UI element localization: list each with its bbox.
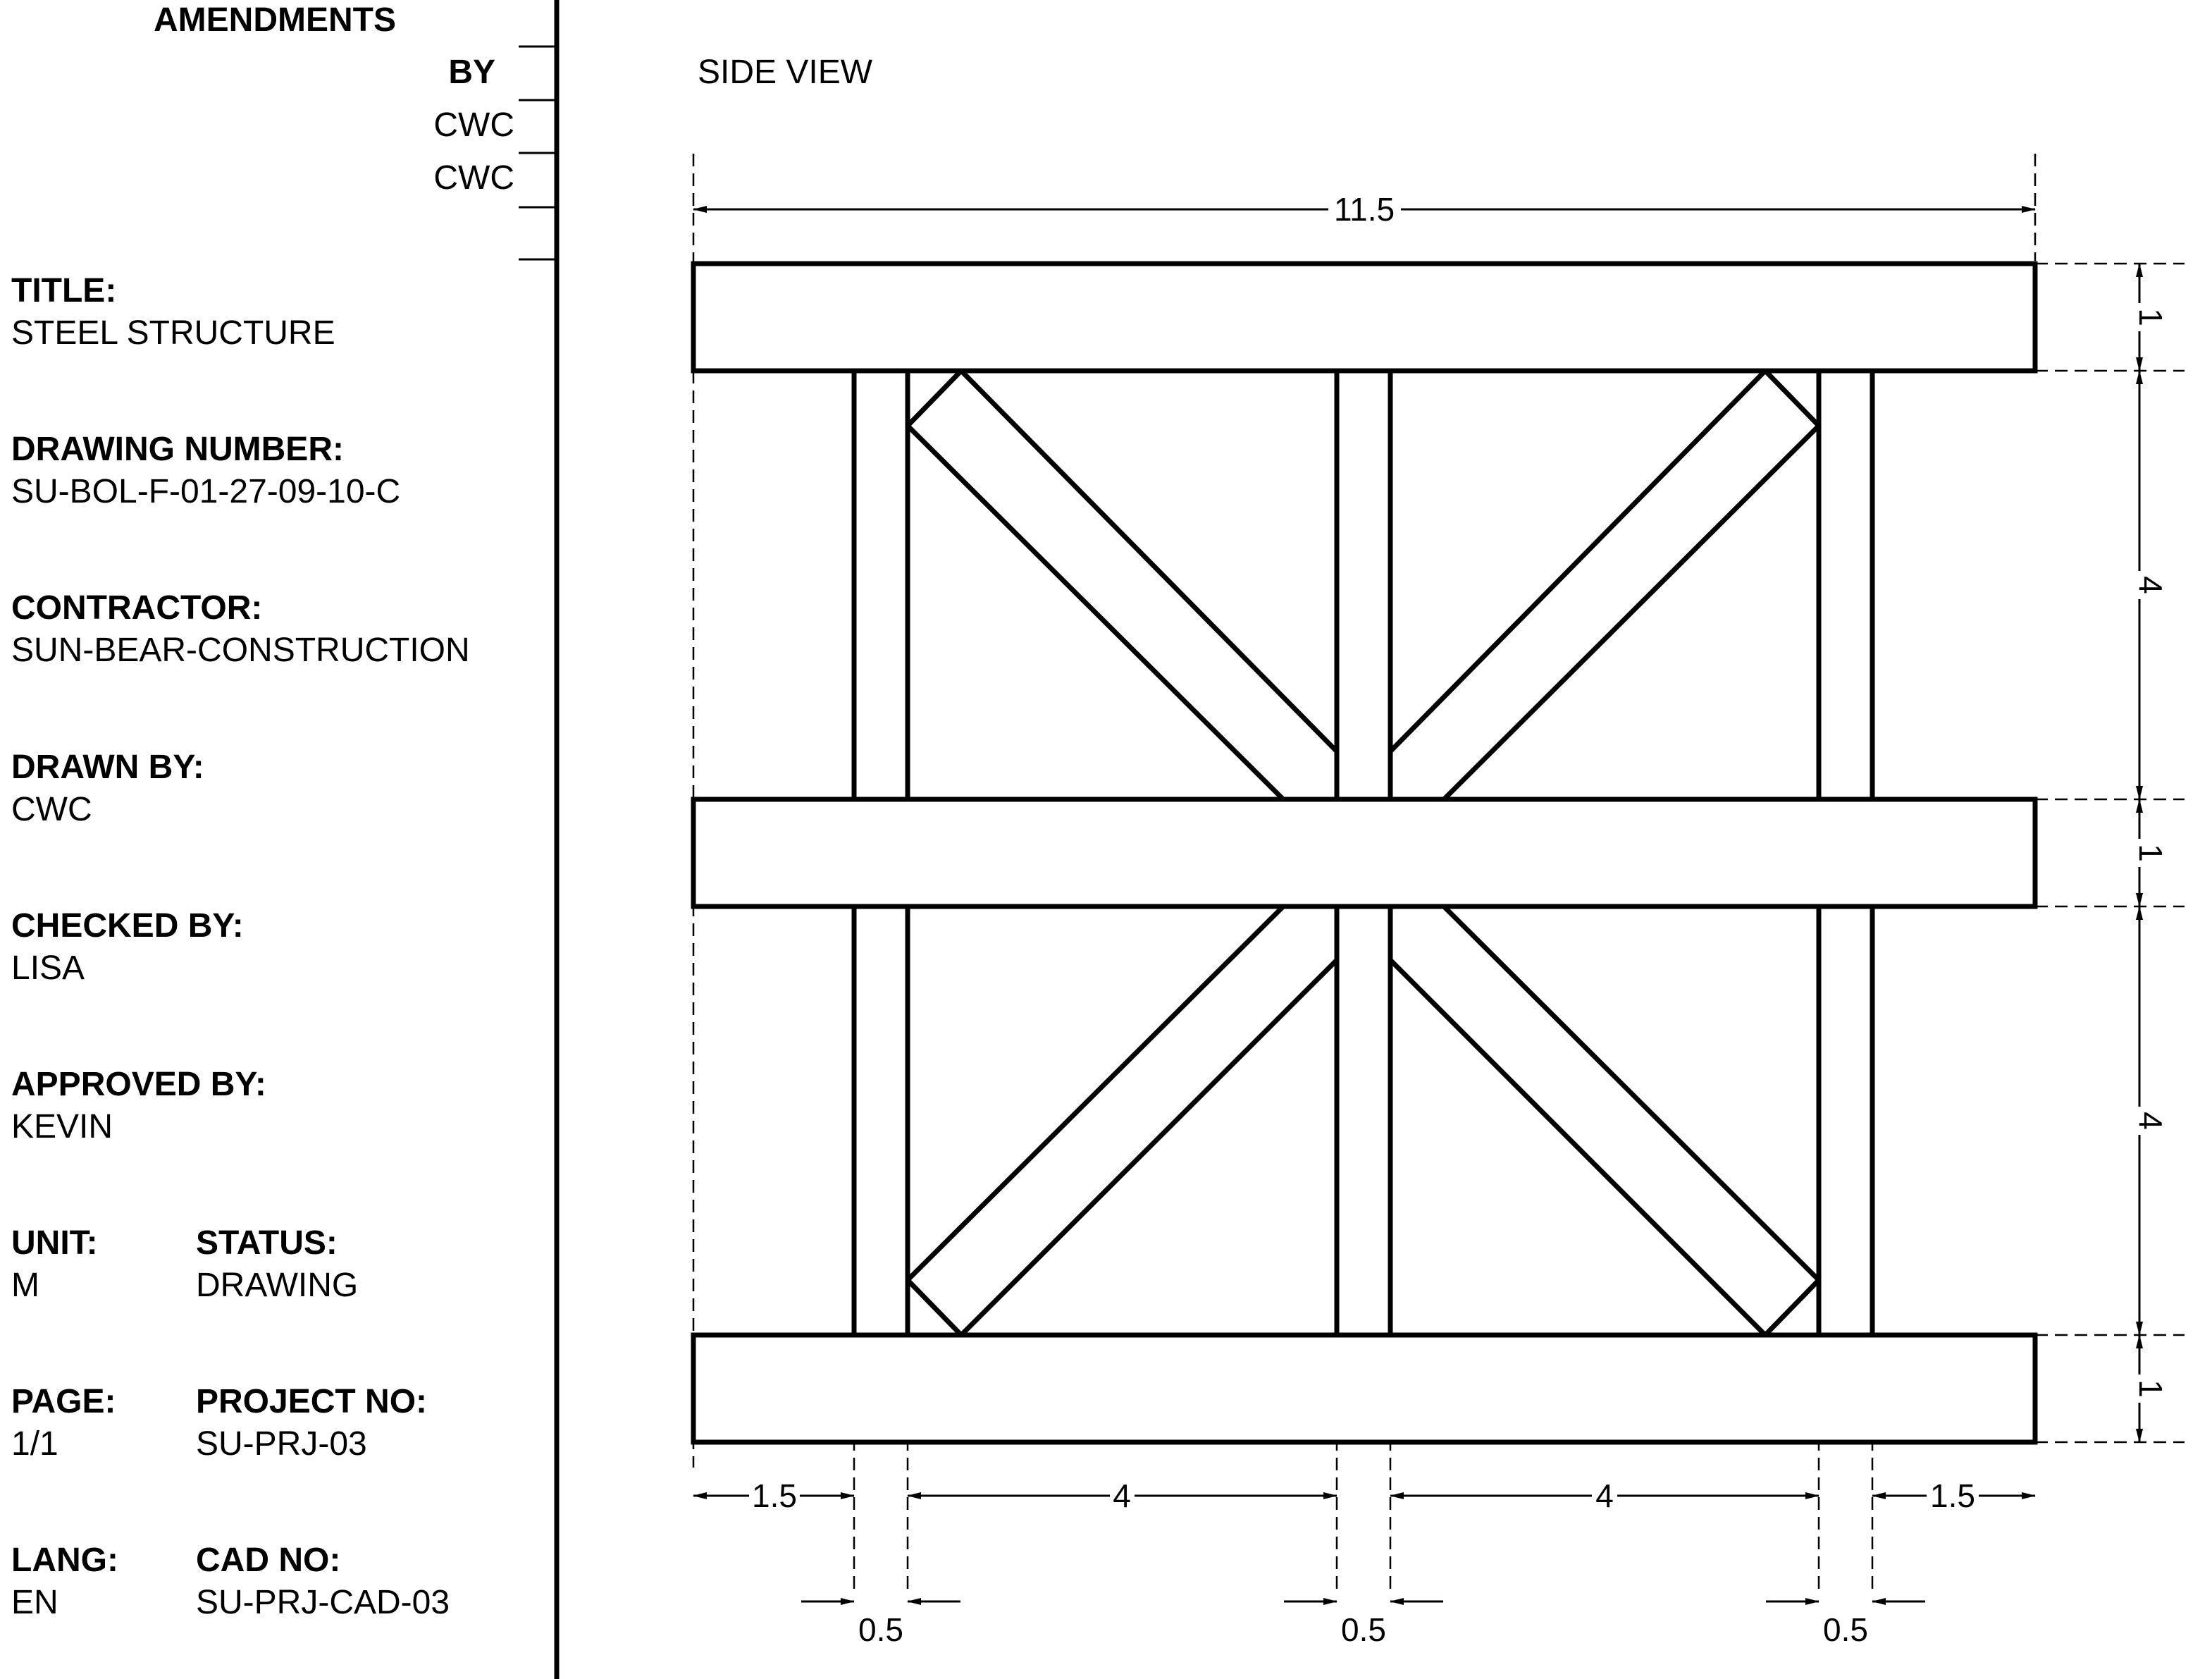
diagonal-brace [1388, 367, 1822, 802]
lang-label: LANG: [11, 1542, 118, 1579]
dimension-label: 4 [1595, 1477, 1614, 1514]
drawn-by-label: DRAWN BY: [11, 749, 204, 786]
approved-by-value: KEVIN [11, 1108, 113, 1145]
page-value: 1/1 [11, 1425, 58, 1463]
vertical-dimension-label: 1 [2132, 844, 2169, 862]
diagonal-brace [904, 367, 1340, 802]
column-width-label: 0.5 [1823, 1611, 1868, 1648]
cad-no-value: SU-PRJ-CAD-03 [196, 1584, 450, 1621]
view-title: SIDE VIEW [698, 54, 873, 91]
column-width-label: 0.5 [1341, 1611, 1386, 1648]
column [851, 904, 910, 1338]
drawing-number-label: DRAWING NUMBER: [11, 431, 344, 468]
dimension-label: 4 [1113, 1477, 1131, 1514]
drawing-number-value: SU-BOL-F-01-27-09-10-C [11, 473, 400, 510]
diagonal-brace [904, 904, 1340, 1339]
project-no-label: PROJECT NO: [196, 1383, 427, 1420]
amendment-row-2: CWC [433, 159, 514, 197]
column [1816, 368, 1875, 802]
title-block: AMENDMENTS BY CWC CWC TITLE: STEEL STRUC… [11, 0, 560, 1679]
dimension-label: 1.5 [1930, 1477, 1975, 1514]
title-label: TITLE: [11, 272, 116, 309]
column [1334, 904, 1393, 1338]
contractor-label: CONTRACTOR: [11, 589, 262, 627]
contractor-value: SUN-BEAR-CONSTRUCTION [11, 632, 470, 669]
project-no-value: SU-PRJ-03 [196, 1425, 367, 1463]
dimension-label-overall: 11.5 [1334, 191, 1395, 228]
unit-value: M [11, 1267, 39, 1304]
amendment-row-1: CWC [433, 106, 514, 144]
diagonal-brace [1388, 904, 1822, 1339]
drawn-by-value: CWC [11, 791, 92, 828]
column-width-label: 0.5 [858, 1611, 903, 1648]
amendments-by-label: BY [448, 54, 495, 91]
checked-by-label: CHECKED BY: [11, 907, 244, 945]
lang-value: EN [11, 1584, 58, 1621]
approved-by-label: APPROVED BY: [11, 1066, 266, 1103]
amendments-heading: AMENDMENTS [154, 1, 396, 39]
vertical-dimension-label: 1 [2132, 1379, 2169, 1398]
status-value: DRAWING [196, 1267, 358, 1304]
checked-by-value: LISA [11, 949, 85, 987]
column [1816, 904, 1875, 1338]
unit-label: UNIT: [11, 1224, 98, 1262]
bottom-beam [691, 1332, 2038, 1445]
title-value: STEEL STRUCTURE [11, 314, 335, 352]
cad-no-label: CAD NO: [196, 1542, 340, 1579]
vertical-dimension-label: 4 [2132, 1112, 2169, 1130]
page-label: PAGE: [11, 1383, 116, 1420]
column [1334, 368, 1393, 802]
vertical-dimension-label: 4 [2132, 576, 2169, 594]
top-beam [691, 261, 2038, 374]
vertical-dimension-label: 1 [2132, 308, 2169, 326]
dimension-label: 1.5 [752, 1477, 797, 1514]
middle-beam [691, 797, 2038, 909]
status-label: STATUS: [196, 1224, 338, 1262]
dimensions: 11.5 1.5 4 4 1.5 0.5 0.5 0.5 1 4 1 [693, 191, 2169, 1648]
steel-frame [691, 261, 2038, 1445]
column [851, 368, 910, 802]
